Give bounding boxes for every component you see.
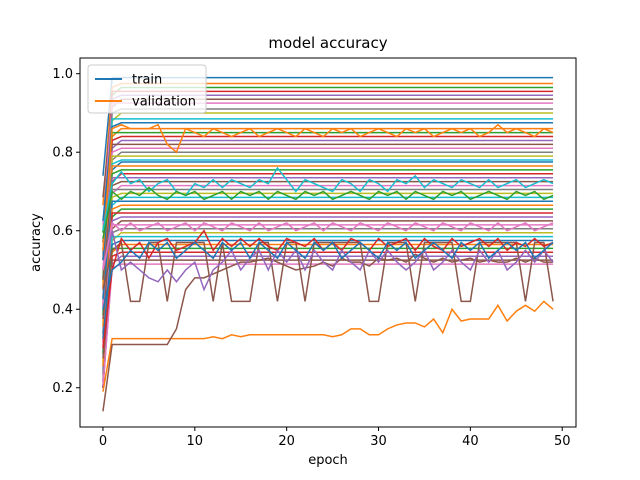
series-line [102,123,554,251]
series-line [102,230,554,292]
flat-run-line [102,180,554,280]
series-layer [102,76,554,412]
flat-run-line [102,122,554,221]
series-line [102,186,554,239]
series-line [102,221,554,271]
x-tick-label: 50 [554,434,571,449]
ticks-layer: 0 10 20 30 40 50 0.2 0.4 0.6 0.8 1.0 [52,67,570,449]
chart-title: model accuracy [268,34,387,52]
legend-label: validation [132,95,196,110]
x-tick-label: 20 [278,434,295,449]
series-line [102,300,554,392]
y-tick-label: 1.0 [52,67,73,82]
y-tick-label: 0.6 [52,224,73,239]
x-tick-label: 40 [462,434,479,449]
legend-label: train [132,73,162,88]
legend: train validation [87,64,207,114]
y-tick-label: 0.4 [52,303,73,318]
y-tick-label: 0.2 [52,381,73,396]
y-axis-label: accuracy [29,213,44,272]
series-line [102,241,554,310]
x-tick-label: 10 [187,434,204,449]
axes-frame [79,57,577,428]
x-axis-label: epoch [308,453,348,468]
x-tick-label: 30 [370,434,387,449]
series-line [102,253,554,412]
y-tick-label: 0.8 [52,146,73,161]
x-tick-label: 0 [99,434,107,449]
